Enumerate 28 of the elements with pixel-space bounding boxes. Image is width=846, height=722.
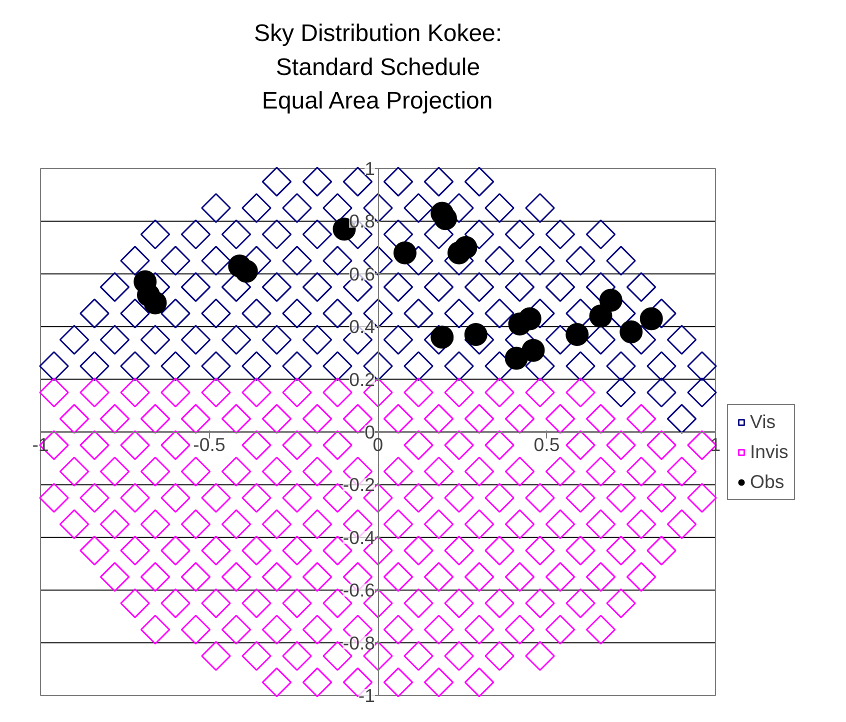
- y-tick-label: 0.6: [349, 263, 376, 284]
- legend-label: Invis: [750, 441, 788, 463]
- x-tick-label: 0.5: [534, 434, 560, 455]
- point: [640, 307, 663, 330]
- y-tick-label: 0.2: [349, 368, 376, 390]
- y-tick-label: 1: [364, 158, 376, 179]
- point: [599, 288, 622, 312]
- point: [394, 241, 416, 264]
- chart-title: Sky Distribution Kokee: Standard Schedule Equal Area Projection: [254, 20, 502, 114]
- y-tick-label: 0.8: [349, 210, 376, 232]
- point: [464, 323, 488, 346]
- point: [454, 236, 478, 260]
- legend-label: Obs: [750, 471, 784, 493]
- point: [234, 260, 258, 283]
- y-tick-label: -0.6: [342, 580, 376, 601]
- point: [566, 323, 589, 346]
- point: [504, 346, 528, 370]
- y-tick-label: 0.4: [349, 316, 376, 338]
- y-tick-label: -1: [358, 685, 376, 706]
- x-tick-label: -0.5: [193, 434, 226, 455]
- y-tick-label: -0.8: [342, 632, 376, 654]
- point: [518, 307, 542, 330]
- point: [144, 291, 167, 314]
- point: [589, 304, 612, 328]
- legend-label: Vis: [750, 411, 776, 433]
- y-tick-label: -0.2: [342, 474, 376, 496]
- y-tick-label: -0.4: [342, 526, 376, 548]
- point: [522, 338, 545, 362]
